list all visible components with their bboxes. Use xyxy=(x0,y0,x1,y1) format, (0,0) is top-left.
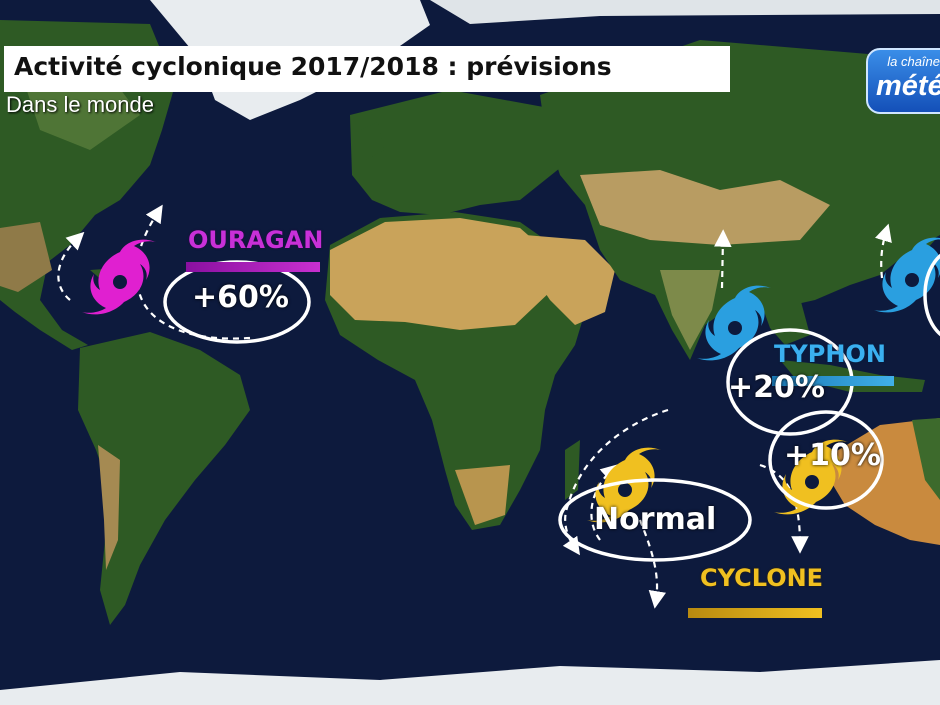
kalahari xyxy=(455,465,510,525)
logo-top-text: la chaîne xyxy=(887,54,940,69)
australia xyxy=(830,418,940,545)
la-chaine-meteo-logo: la chaîne météo xyxy=(866,48,940,114)
uk xyxy=(360,122,384,160)
hurricane-icon xyxy=(82,239,156,315)
cyclone-bar xyxy=(688,608,822,618)
atlantic-forecast: +60% xyxy=(192,280,289,315)
pacific-forecast: +20% xyxy=(728,370,825,405)
pacific-ellipse-edge xyxy=(923,253,940,337)
cyclone-track-2 xyxy=(638,519,667,609)
arctic-ice xyxy=(430,0,940,24)
cyclone-icon-indian xyxy=(587,447,661,523)
ouragan-bar xyxy=(186,262,320,272)
antarctica xyxy=(0,660,940,705)
logo-main-text: météo xyxy=(876,70,940,102)
australia-ellipse xyxy=(768,410,884,510)
central-asia-desert xyxy=(580,170,830,245)
south-indian-forecast: Normal xyxy=(594,502,717,537)
cyclone-track-1 xyxy=(562,408,669,556)
us-southwest xyxy=(0,222,52,292)
andes-desert xyxy=(98,445,120,570)
sahara xyxy=(330,218,552,330)
southeast-asia xyxy=(760,298,810,345)
europe xyxy=(350,90,570,215)
page-title: Activité cyclonique 2017/2018 : prévisio… xyxy=(14,52,612,81)
typhon-bar xyxy=(772,376,894,386)
page-subtitle: Dans le monde xyxy=(6,92,154,117)
title-box: Activité cyclonique 2017/2018 : prévisio… xyxy=(4,46,730,92)
south-america xyxy=(78,332,250,625)
forecast-ellipses xyxy=(163,253,940,562)
india xyxy=(660,270,720,350)
pacific-track xyxy=(875,223,892,279)
arabia xyxy=(525,235,615,325)
cyclone-icon-australia xyxy=(774,439,848,515)
cyclone-label: CYCLONE xyxy=(700,564,824,592)
cyclone-track-4 xyxy=(590,464,619,541)
indian-track xyxy=(714,229,732,289)
ouragan-label: OURAGAN xyxy=(188,226,324,254)
cyclone-ellipse xyxy=(558,478,752,562)
australia-green xyxy=(912,418,940,500)
typhoon-icon-india xyxy=(697,285,771,361)
typhon-label: TYPHON xyxy=(774,340,886,368)
australia-forecast: +10% xyxy=(784,438,881,473)
